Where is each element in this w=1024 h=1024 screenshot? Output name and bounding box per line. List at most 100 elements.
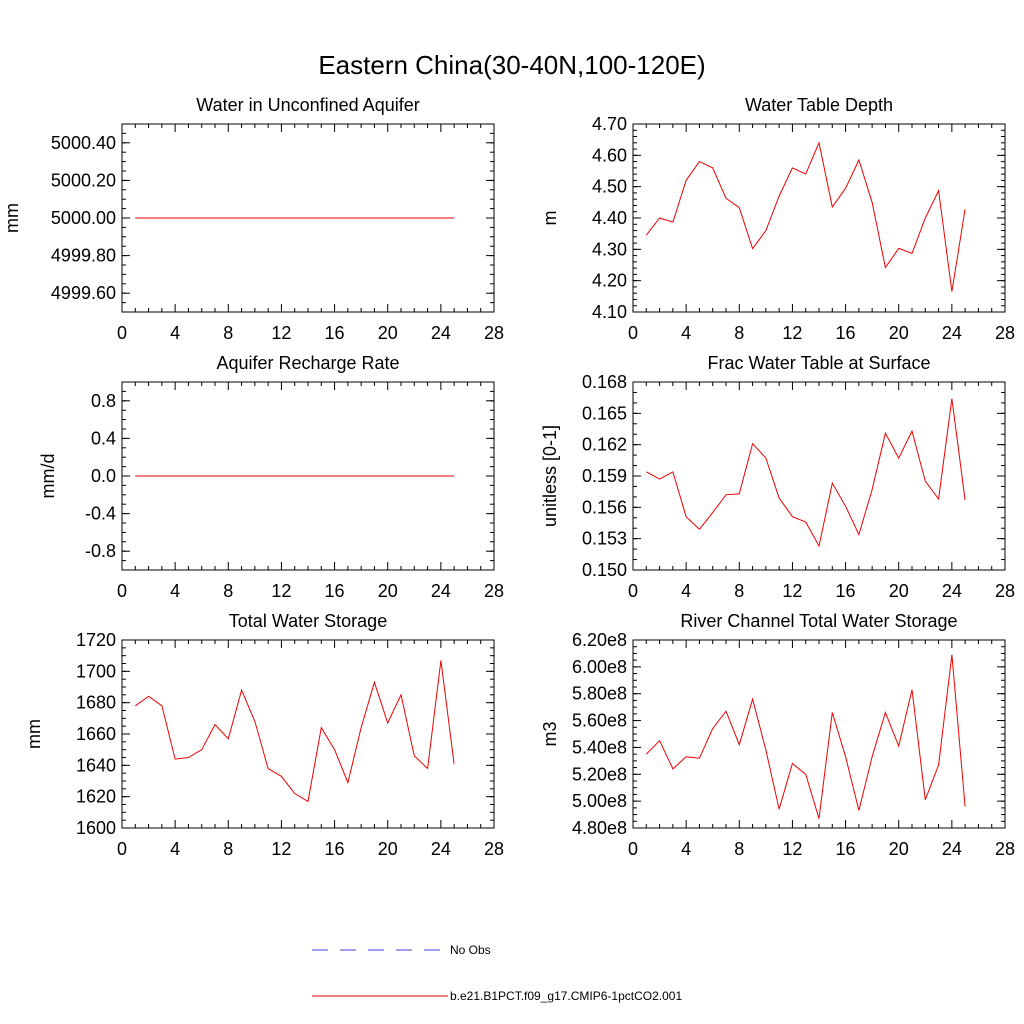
x-tick-label: 0 xyxy=(117,323,127,343)
panel-6: River Channel Total Water Storage 0 4 8 12 16… xyxy=(540,611,1015,859)
x-tick-label: 24 xyxy=(431,323,451,343)
y-tick-label: 1640 xyxy=(76,755,116,775)
x-tick-label: 8 xyxy=(734,323,744,343)
x-tick-label: 0 xyxy=(117,581,127,601)
y-axis-label: m xyxy=(540,211,560,226)
x-tick-label: 20 xyxy=(889,581,909,601)
series-line xyxy=(645,654,966,819)
legend: No Obs b.e21.B1PCT.f09_g17.CMIP6-1pctCO2… xyxy=(312,943,682,1003)
y-tick-label: 0.156 xyxy=(582,497,627,517)
panel-title: Water Table Depth xyxy=(745,95,893,115)
y-tick-label: 4.70 xyxy=(592,114,627,134)
panel-title: Frac Water Table at Surface xyxy=(707,353,930,373)
plot-frame xyxy=(632,639,1006,829)
panel-1: Water in Unconfined Aquifer 0 4 8 12 16 20 24 28… xyxy=(2,95,504,343)
y-tick-label: 4999.60 xyxy=(51,283,116,303)
panel-title: Aquifer Recharge Rate xyxy=(216,353,399,373)
x-tick-label: 20 xyxy=(378,839,398,859)
panel-3: Aquifer Recharge Rate 0 4 8 12 16 20 24 28 -0.8 -0… xyxy=(38,353,504,601)
y-tick-label: 4.50 xyxy=(592,177,627,197)
x-tick-label: 16 xyxy=(325,323,345,343)
x-tick-label: 0 xyxy=(628,323,638,343)
y-tick-label: 5000.00 xyxy=(51,208,116,228)
x-tick-label: 12 xyxy=(782,839,802,859)
x-tick-label: 0 xyxy=(628,839,638,859)
y-tick-label: 1620 xyxy=(76,787,116,807)
panel-title: Total Water Storage xyxy=(229,611,387,631)
x-tick-label: 12 xyxy=(271,839,291,859)
y-tick-label: 5.80e8 xyxy=(572,684,627,704)
x-tick-label: 28 xyxy=(484,323,504,343)
y-tick-label: 0.4 xyxy=(91,428,116,448)
x-tick-label: 4 xyxy=(170,323,180,343)
x-tick-label: 16 xyxy=(325,839,345,859)
y-tick-label: 6.00e8 xyxy=(572,657,627,677)
y-axis-label: unitless [0-1] xyxy=(540,425,560,527)
x-tick-label: 16 xyxy=(836,323,856,343)
panel-2: Water Table Depth 0 4 8 12 16 20 24 28 4.10 4.20 4.… xyxy=(540,95,1015,343)
x-tick-label: 24 xyxy=(942,839,962,859)
x-tick-label: 24 xyxy=(431,839,451,859)
y-tick-label: 5.40e8 xyxy=(572,737,627,757)
series-line xyxy=(646,398,966,548)
x-tick-label: 20 xyxy=(378,323,398,343)
y-tick-label: 0.165 xyxy=(582,403,627,423)
plot-frame xyxy=(632,123,1006,313)
x-tick-label: 28 xyxy=(995,323,1015,343)
y-axis-label: m3 xyxy=(540,721,560,746)
x-tick-label: 0 xyxy=(117,839,127,859)
x-tick-label: 28 xyxy=(484,581,504,601)
y-axis-label: mm/d xyxy=(38,454,58,499)
y-tick-label: 5.60e8 xyxy=(572,711,627,731)
y-tick-label: -0.4 xyxy=(85,504,116,524)
legend-label-model: b.e21.B1PCT.f09_g17.CMIP6-1pctCO2.001 xyxy=(450,989,682,1003)
y-tick-label: 4999.80 xyxy=(51,246,116,266)
x-tick-label: 28 xyxy=(995,581,1015,601)
series-line xyxy=(645,141,966,292)
x-tick-label: 4 xyxy=(681,323,691,343)
x-tick-label: 16 xyxy=(836,581,856,601)
y-tick-label: 4.80e8 xyxy=(572,818,627,838)
x-tick-label: 12 xyxy=(271,323,291,343)
y-tick-label: 4.40 xyxy=(592,208,627,228)
legend-label-no-obs: No Obs xyxy=(450,943,491,957)
y-tick-label: 4.10 xyxy=(592,302,627,322)
y-tick-label: 5.00e8 xyxy=(572,791,627,811)
x-tick-label: 20 xyxy=(378,581,398,601)
y-tick-label: 5000.20 xyxy=(51,170,116,190)
x-tick-label: 16 xyxy=(325,581,345,601)
y-tick-label: 0.8 xyxy=(91,391,116,411)
x-tick-label: 4 xyxy=(681,839,691,859)
x-tick-label: 28 xyxy=(995,839,1015,859)
y-tick-label: 4.60 xyxy=(592,145,627,165)
x-tick-label: 8 xyxy=(734,581,744,601)
y-tick-label: 0.168 xyxy=(582,372,627,392)
x-tick-label: 12 xyxy=(782,323,802,343)
x-tick-label: 8 xyxy=(734,839,744,859)
x-tick-label: 12 xyxy=(271,581,291,601)
y-tick-label: 5.20e8 xyxy=(572,764,627,784)
y-tick-label: 0.162 xyxy=(582,435,627,455)
x-tick-label: 12 xyxy=(782,581,802,601)
x-tick-label: 4 xyxy=(170,581,180,601)
x-tick-label: 4 xyxy=(170,839,180,859)
panel-4: Frac Water Table at Surface 0 4 8 12 16 20 24 28… xyxy=(540,353,1015,601)
plot-frame xyxy=(632,381,1006,571)
x-tick-label: 20 xyxy=(889,323,909,343)
x-tick-label: 24 xyxy=(942,323,962,343)
y-tick-label: 4.30 xyxy=(592,239,627,259)
y-tick-label: 6.20e8 xyxy=(572,630,627,650)
y-tick-label: 1680 xyxy=(76,693,116,713)
y-tick-label: 4.20 xyxy=(592,271,627,291)
y-tick-label: 1660 xyxy=(76,724,116,744)
y-axis-label: mm xyxy=(2,203,22,233)
y-tick-label: 1720 xyxy=(76,630,116,650)
x-tick-label: 24 xyxy=(942,581,962,601)
x-tick-label: 8 xyxy=(223,839,233,859)
figure-title: Eastern China(30-40N,100-120E) xyxy=(318,50,705,80)
series-line xyxy=(135,660,455,803)
x-tick-label: 8 xyxy=(223,581,233,601)
